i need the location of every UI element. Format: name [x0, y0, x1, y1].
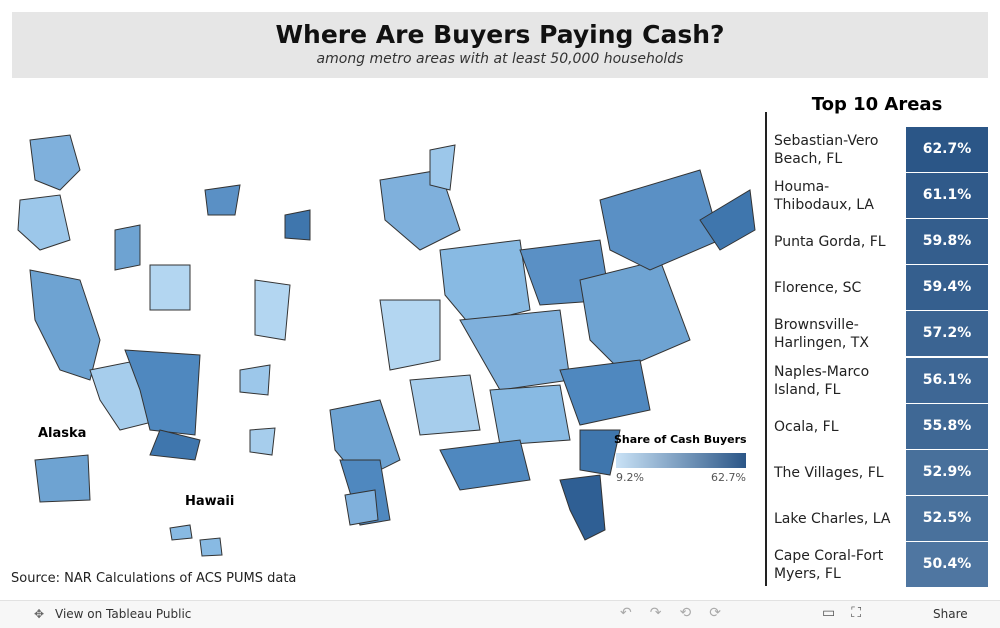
value-label: 59.4%: [922, 279, 972, 296]
view-link[interactable]: View on Tableau Public: [55, 607, 192, 621]
map: Alaska Hawaii Share of Cash Buyers 9.2% …: [11, 134, 756, 586]
value-label: 56.1%: [922, 371, 972, 388]
value-label: 52.9%: [922, 463, 972, 480]
map-label: Alaska: [38, 426, 86, 441]
value-label: 52.5%: [922, 509, 972, 526]
table-title: Top 10 Areas: [811, 94, 943, 115]
value-label: 57.2%: [922, 325, 972, 342]
metro-areas: [17, 134, 756, 557]
area-name: The Villages, FL: [774, 464, 884, 481]
value-cell: [906, 403, 988, 449]
legend-title: Share of Cash Buyers: [614, 433, 747, 446]
table-row: Cape Coral-Fort Myers, FL 50.4%: [767, 541, 988, 588]
table-row: Sebastian-Vero Beach, FL 62.7%: [767, 127, 988, 173]
value-label: 59.8%: [922, 233, 972, 250]
header: Where Are Buyers Paying Cash? among metr…: [12, 12, 988, 78]
source: Source: NAR Calculations of ACS PUMS dat…: [11, 571, 296, 586]
table-row: Ocala, FL 55.8%: [767, 403, 988, 450]
share-button[interactable]: Share: [933, 607, 968, 621]
area-name: Naples-Marco Island, FL: [774, 363, 870, 398]
value-label: 61.1%: [922, 187, 972, 204]
value-cell: [906, 127, 988, 172]
area-name: Brownsville-Harlingen, TX: [774, 317, 869, 352]
subtitle: among metro areas with at least 50,000 h…: [316, 51, 684, 67]
toolbar: ✥ View on Tableau Public ↶↷⟲⟳ ▭⛶ Share: [0, 600, 1000, 628]
toolbar-icons: ↶↷⟲⟳: [620, 605, 739, 621]
area-name: Houma-Thibodaux, LA: [774, 179, 874, 214]
table-row: Florence, SC 59.4%: [767, 265, 988, 311]
value-cell: [906, 357, 988, 403]
area-name: Ocala, FL: [774, 418, 839, 435]
area-name: Sebastian-Vero Beach, FL: [774, 133, 879, 167]
value-cell: [906, 449, 988, 495]
icon: ✥: [34, 607, 45, 621]
table-row: Naples-Marco Island, FL 56.1%: [767, 357, 988, 404]
value-cell: [906, 173, 988, 219]
legend-bar: [616, 453, 746, 468]
divider: [765, 112, 767, 586]
value-cell: [906, 219, 988, 265]
area-name: Punta Gorda, FL: [774, 234, 886, 251]
area-name: Cape Coral-Fort Myers, FL: [774, 547, 884, 582]
legend-min: 9.2%: [616, 471, 644, 484]
map-label: Hawaii: [185, 494, 234, 509]
table-row: Brownsville-Harlingen, TX 57.2%: [767, 311, 988, 357]
toolbar-icons: ▭⛶: [822, 605, 878, 621]
legend-max: 62.7%: [711, 471, 746, 484]
table-row: Lake Charles, LA 52.5%: [767, 495, 988, 542]
value-label: 55.8%: [922, 417, 972, 434]
value-cell: [906, 541, 988, 587]
value-label: 50.4%: [922, 555, 972, 572]
table-row: The Villages, FL 52.9%: [767, 449, 988, 496]
value-cell: [906, 265, 988, 311]
table-row: Punta Gorda, FL 59.8%: [767, 219, 988, 265]
area-name: Florence, SC: [774, 280, 862, 297]
title: Where Are Buyers Paying Cash?: [275, 20, 725, 49]
table-row: Houma-Thibodaux, LA 61.1%: [767, 173, 988, 219]
value-cell: [906, 495, 988, 541]
value-cell: [906, 311, 988, 357]
area-name: Lake Charles, LA: [774, 510, 891, 527]
value-label: 62.7%: [922, 141, 972, 157]
